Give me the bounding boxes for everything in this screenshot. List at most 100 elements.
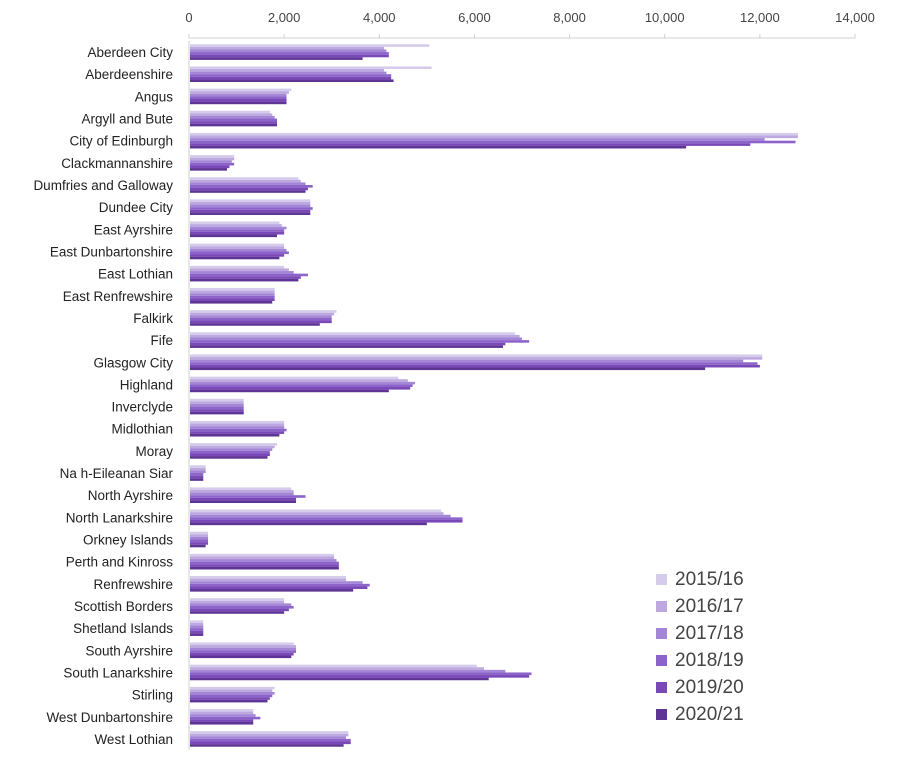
bar	[190, 675, 530, 678]
bar	[190, 101, 287, 105]
bar	[190, 561, 339, 565]
legend-item: 2015/16	[656, 566, 906, 593]
bar	[190, 581, 363, 584]
bar	[190, 630, 204, 634]
bar	[190, 692, 275, 695]
x-tick-label: 4,000	[363, 10, 396, 25]
bar	[190, 633, 204, 636]
bar	[190, 699, 268, 703]
category-label: South Ayrshire	[85, 643, 173, 658]
bar	[190, 52, 389, 55]
bar	[190, 323, 320, 326]
bar	[190, 54, 389, 58]
legend-item: 2020/21	[656, 701, 906, 728]
bar	[190, 517, 463, 520]
bar	[190, 298, 275, 301]
bar	[190, 694, 273, 698]
bar	[190, 605, 294, 609]
bar	[190, 379, 408, 382]
legend-item: 2017/18	[656, 620, 906, 647]
bar	[190, 46, 385, 50]
bar	[190, 332, 515, 335]
bar	[190, 736, 346, 739]
bar	[190, 185, 313, 188]
bar	[190, 317, 332, 321]
bar	[190, 453, 270, 457]
bar	[190, 387, 411, 390]
bar	[190, 254, 285, 257]
bar	[190, 157, 235, 161]
legend: 2015/16 2016/17 2017/18 2018/19 2019/20 2020/…	[656, 566, 906, 728]
bar	[190, 475, 204, 479]
x-tick-label: 6,000	[458, 10, 491, 25]
bar	[190, 182, 306, 186]
bar	[190, 652, 294, 656]
category-label: Orkney Islands	[83, 533, 173, 548]
bar	[190, 273, 308, 277]
bar	[190, 204, 311, 208]
bar	[190, 113, 273, 116]
bar	[190, 243, 285, 247]
bar	[190, 534, 209, 537]
bar	[190, 207, 313, 210]
bar	[190, 290, 275, 294]
bar	[190, 744, 344, 747]
bar	[190, 611, 285, 614]
bar	[190, 49, 387, 53]
bar	[190, 162, 235, 166]
bar	[190, 686, 275, 690]
bar	[190, 288, 275, 291]
bar	[190, 564, 339, 567]
x-tick-label: 0	[185, 10, 192, 25]
bar	[190, 553, 335, 557]
bar	[190, 93, 287, 97]
bar	[190, 278, 299, 282]
bar	[190, 118, 278, 122]
bar	[190, 145, 687, 149]
bar	[190, 301, 273, 304]
bar	[190, 445, 275, 449]
bar	[190, 310, 337, 313]
category-label: City of Edinburgh	[69, 134, 173, 149]
bar	[190, 576, 346, 579]
category-label: South Lanarkshire	[63, 665, 173, 680]
bar	[190, 381, 415, 385]
bar	[190, 293, 275, 296]
x-axis: 0 2,000 4,000 6,000 8,000 10,000 12,000 14,000	[185, 10, 875, 39]
bar	[190, 74, 392, 77]
bar	[190, 655, 292, 659]
bar	[190, 187, 308, 191]
category-label: Na h-Eileanan Siar	[60, 466, 174, 481]
legend-swatch	[656, 709, 667, 720]
bar	[190, 566, 339, 570]
bar	[190, 177, 299, 180]
bar	[190, 342, 506, 346]
bar	[190, 384, 413, 388]
bar	[190, 647, 297, 651]
bar	[190, 226, 287, 230]
bar	[190, 542, 209, 545]
bar	[190, 212, 311, 215]
bar	[190, 406, 244, 410]
bar	[190, 276, 301, 279]
bar	[190, 79, 394, 83]
legend-label: 2016/17	[675, 595, 744, 617]
bar	[190, 268, 289, 272]
category-label: East Ayrshire	[94, 222, 173, 237]
bar	[190, 357, 763, 360]
bar	[190, 738, 351, 742]
bar	[190, 500, 297, 503]
bar	[190, 179, 301, 183]
bar	[190, 492, 294, 496]
bar	[190, 315, 332, 318]
category-label: Renfrewshire	[93, 577, 173, 592]
bar	[190, 536, 209, 540]
bar	[190, 519, 463, 523]
bar	[190, 423, 285, 427]
bar	[190, 514, 451, 518]
bar	[190, 199, 311, 202]
category-label: Midlothian	[111, 422, 173, 437]
bar	[190, 716, 261, 720]
bar	[190, 470, 206, 474]
bar	[190, 96, 287, 99]
